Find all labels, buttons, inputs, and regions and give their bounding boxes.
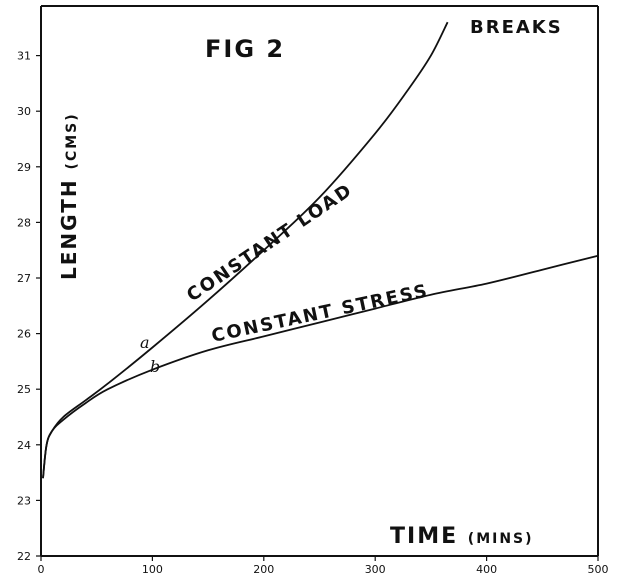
curve-marker-a: a <box>140 333 150 352</box>
x-tick-label: 0 <box>38 563 45 576</box>
x-axis-label-unit: (MINS) <box>468 531 534 547</box>
y-axis-label-main: LENGTH <box>57 178 81 280</box>
curves <box>42 21 599 479</box>
x-ticks: 0 100 200 300 400 500 <box>38 556 609 576</box>
x-tick-label: 500 <box>588 563 609 576</box>
y-ticks: 22 23 24 25 26 27 28 29 30 31 <box>17 50 41 563</box>
y-axis-label: LENGTH (CMS) <box>57 112 81 280</box>
x-axis-label: TIME (MINS) <box>390 524 534 549</box>
y-tick-label: 22 <box>17 550 31 563</box>
x-tick-label: 100 <box>142 563 163 576</box>
series-label-constant-stress: CONSTANT STRESS <box>210 280 431 347</box>
y-tick-label: 23 <box>17 494 31 507</box>
curve-constant-stress <box>42 254 599 479</box>
y-tick-label: 28 <box>17 216 31 229</box>
chart-title: FIG 2 <box>205 35 285 63</box>
x-axis-label-main: TIME <box>390 524 458 549</box>
y-tick-label: 24 <box>17 439 31 452</box>
x-tick-label: 400 <box>476 563 497 576</box>
y-tick-label: 30 <box>17 105 31 118</box>
y-tick-label: 25 <box>17 383 31 396</box>
x-tick-label: 200 <box>253 563 274 576</box>
breaks-label: BREAKS <box>470 17 563 38</box>
curve-marker-b: b <box>150 357 160 376</box>
y-tick-label: 31 <box>17 50 31 63</box>
y-tick-label: 29 <box>17 161 31 174</box>
x-tick-label: 300 <box>365 563 386 576</box>
y-tick-label: 26 <box>17 328 31 341</box>
y-axis-label-unit: (CMS) <box>64 112 80 169</box>
axes <box>40 5 599 557</box>
series-label-constant-load: CONSTANT LOAD <box>183 179 357 306</box>
y-tick-label: 27 <box>17 272 31 285</box>
